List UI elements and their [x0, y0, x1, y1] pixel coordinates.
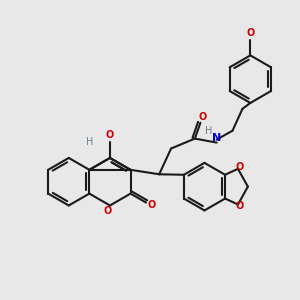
Text: O: O [147, 200, 155, 211]
Text: H: H [205, 126, 212, 136]
Text: O: O [246, 28, 254, 38]
Text: H: H [86, 137, 94, 147]
Text: O: O [106, 130, 114, 140]
Text: O: O [236, 162, 244, 172]
Text: O: O [104, 206, 112, 216]
Text: N: N [212, 133, 221, 142]
Text: O: O [198, 112, 206, 122]
Text: O: O [236, 202, 244, 212]
